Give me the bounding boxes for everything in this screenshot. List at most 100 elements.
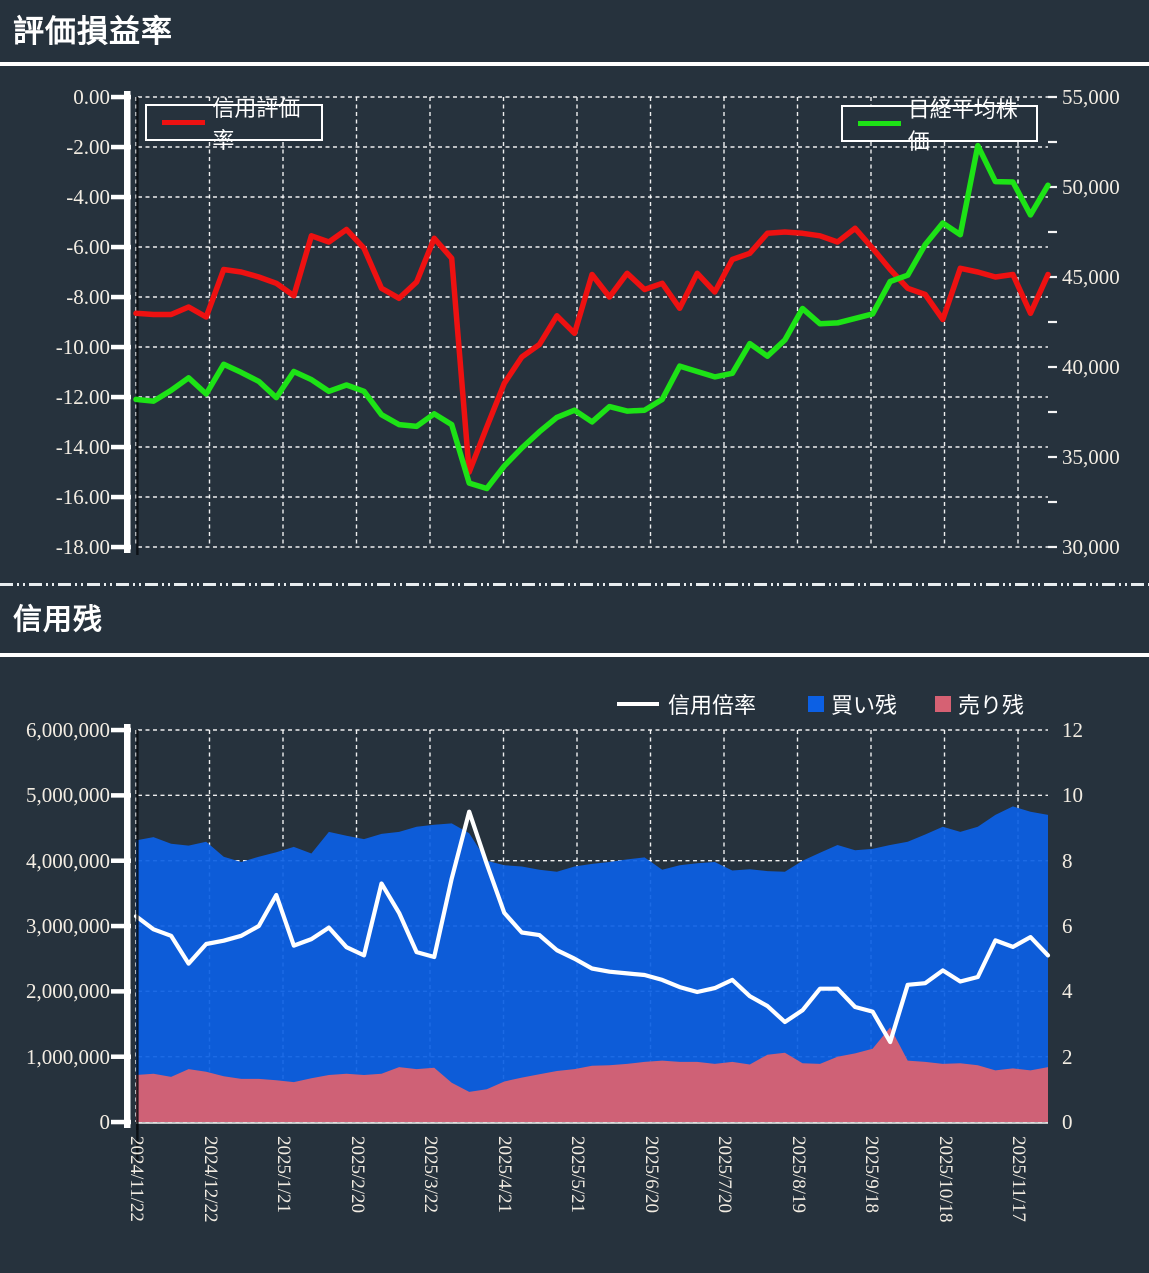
y-axis-tick bbox=[111, 923, 131, 929]
pink-square-swatch-icon bbox=[935, 696, 951, 712]
legend-label: 売り残 bbox=[958, 693, 1025, 718]
left-axis-label: -6.00 bbox=[66, 235, 110, 259]
right-axis-tick bbox=[1048, 275, 1057, 279]
date-label: 2025/2/20 bbox=[346, 1136, 368, 1214]
y-axis-tick bbox=[111, 294, 131, 300]
right-axis-tick bbox=[1048, 230, 1057, 234]
x-axis-line bbox=[136, 1122, 1048, 1124]
date-label: 2025/10/18 bbox=[934, 1136, 956, 1223]
red-line-swatch-icon bbox=[162, 120, 206, 125]
margin-section-title: 信用残 bbox=[13, 604, 104, 636]
valuation-section-title: 評価損益率 bbox=[13, 14, 173, 49]
right-axis-label: 45,000 bbox=[1062, 265, 1120, 289]
right-axis-label: 35,000 bbox=[1062, 445, 1120, 469]
title-divider bbox=[0, 62, 1149, 66]
y-axis-bar bbox=[124, 91, 131, 553]
right-axis-tick bbox=[1048, 500, 1057, 504]
y-axis-tick bbox=[111, 244, 131, 250]
y-axis-tick bbox=[111, 1054, 131, 1059]
right-axis-label: 10 bbox=[1062, 783, 1083, 808]
right-axis-tick bbox=[1048, 545, 1057, 549]
white-line-swatch-icon bbox=[617, 702, 659, 706]
right-axis-label: 12 bbox=[1062, 718, 1083, 742]
y-axis-tick bbox=[111, 194, 131, 200]
right-axis-label: 30,000 bbox=[1062, 535, 1120, 559]
left-axis-label: 0 bbox=[99, 1110, 111, 1134]
legend-buy-balance: 買い残 bbox=[808, 688, 897, 720]
right-axis-label: 55,000 bbox=[1062, 85, 1120, 109]
y-axis-tick bbox=[111, 144, 131, 150]
valuation-chart bbox=[111, 91, 1057, 555]
y-axis-tick bbox=[111, 793, 131, 798]
left-axis-label: 2,000,000 bbox=[26, 979, 110, 1004]
area-buy-balance bbox=[136, 806, 1048, 1122]
y-axis-tick bbox=[111, 444, 131, 450]
y-axis-tick bbox=[111, 989, 131, 994]
date-label: 2024/11/22 bbox=[126, 1136, 147, 1222]
left-axis-label: -8.00 bbox=[66, 285, 110, 309]
right-axis-label: 2 bbox=[1062, 1044, 1073, 1069]
section-separator bbox=[0, 583, 1149, 586]
date-label: 2025/3/22 bbox=[420, 1136, 441, 1214]
series-right bbox=[133, 142, 1051, 492]
y-axis-tick bbox=[111, 394, 131, 400]
date-label: 2024/12/22 bbox=[199, 1136, 221, 1223]
plot-left-border bbox=[136, 97, 139, 555]
left-axis-label: 4,000,000 bbox=[26, 848, 110, 873]
right-axis-label: 6 bbox=[1062, 914, 1073, 938]
right-axis-label: 4 bbox=[1062, 979, 1073, 1004]
axis-extension bbox=[136, 1122, 139, 1162]
left-axis-label: 0.00 bbox=[73, 85, 110, 109]
left-axis-label: -2.00 bbox=[66, 135, 110, 159]
area-sell-balance bbox=[136, 1027, 1048, 1122]
legend-label: 買い残 bbox=[831, 693, 898, 718]
y-axis-tick bbox=[111, 858, 131, 863]
date-label: 2025/7/20 bbox=[714, 1136, 735, 1214]
legend-nikkei-average: 日経平均株価 bbox=[841, 97, 1038, 154]
right-axis-label: 50,000 bbox=[1062, 175, 1120, 199]
legend-margin-ratio: 信用倍率 bbox=[617, 688, 756, 720]
green-line-swatch-icon bbox=[858, 121, 901, 126]
right-axis-tick bbox=[1048, 410, 1057, 414]
right-axis-tick bbox=[1048, 95, 1057, 99]
series-left bbox=[133, 225, 1051, 475]
margin-balance-section: 信用残 信用倍率 買い残 売り残 6,000,000 5,000,000 4,000… bbox=[0, 587, 1149, 1273]
legend-label: 信用倍率 bbox=[668, 693, 757, 718]
right-axis-label: 40,000 bbox=[1062, 355, 1120, 379]
left-axis-label: 5,000,000 bbox=[26, 783, 110, 808]
legend-label: 信用評価率 bbox=[212, 95, 301, 153]
date-label: 2025/5/21 bbox=[567, 1136, 588, 1214]
legend-label: 日経平均株価 bbox=[907, 96, 1018, 154]
title-divider bbox=[0, 653, 1149, 657]
left-axis-label: 1,000,000 bbox=[26, 1044, 110, 1069]
y-axis-tick bbox=[111, 344, 131, 350]
margin-balance-chart bbox=[111, 724, 1051, 1162]
date-label: 2025/4/21 bbox=[493, 1136, 515, 1214]
right-axis-tick bbox=[1048, 455, 1057, 459]
date-label: 2025/9/18 bbox=[861, 1136, 882, 1214]
plot-left-border bbox=[136, 730, 139, 1130]
y-axis-tick bbox=[111, 727, 131, 733]
series-margin-ratio bbox=[133, 809, 1051, 1045]
left-axis-label: 6,000,000 bbox=[26, 718, 110, 742]
valuation-section: 評価損益率 0.00 -2.00 -4.00 -6.00 -8.00 -10.00 -12.… bbox=[0, 0, 1149, 583]
y-axis-tick bbox=[111, 94, 131, 100]
date-label: 2025/6/20 bbox=[640, 1136, 662, 1214]
date-label: 2025/8/19 bbox=[787, 1136, 809, 1214]
right-axis-tick bbox=[1048, 320, 1057, 324]
y-axis-tick bbox=[111, 1119, 131, 1125]
right-axis-tick bbox=[1048, 365, 1057, 369]
right-axis-tick bbox=[1048, 140, 1057, 144]
left-axis-label: -18.00 bbox=[55, 535, 110, 559]
left-axis-label: -16.00 bbox=[55, 485, 110, 509]
y-axis-tick bbox=[111, 544, 131, 550]
right-axis-tick bbox=[1048, 185, 1057, 189]
left-axis-label: -10.00 bbox=[55, 335, 110, 359]
right-axis-label: 0 bbox=[1062, 1110, 1073, 1134]
left-axis-label: -14.00 bbox=[55, 435, 110, 459]
left-axis-label: 3,000,000 bbox=[26, 914, 110, 938]
legend-sell-balance: 売り残 bbox=[935, 688, 1024, 720]
blue-square-swatch-icon bbox=[808, 696, 824, 712]
y-axis-tick bbox=[111, 494, 131, 500]
